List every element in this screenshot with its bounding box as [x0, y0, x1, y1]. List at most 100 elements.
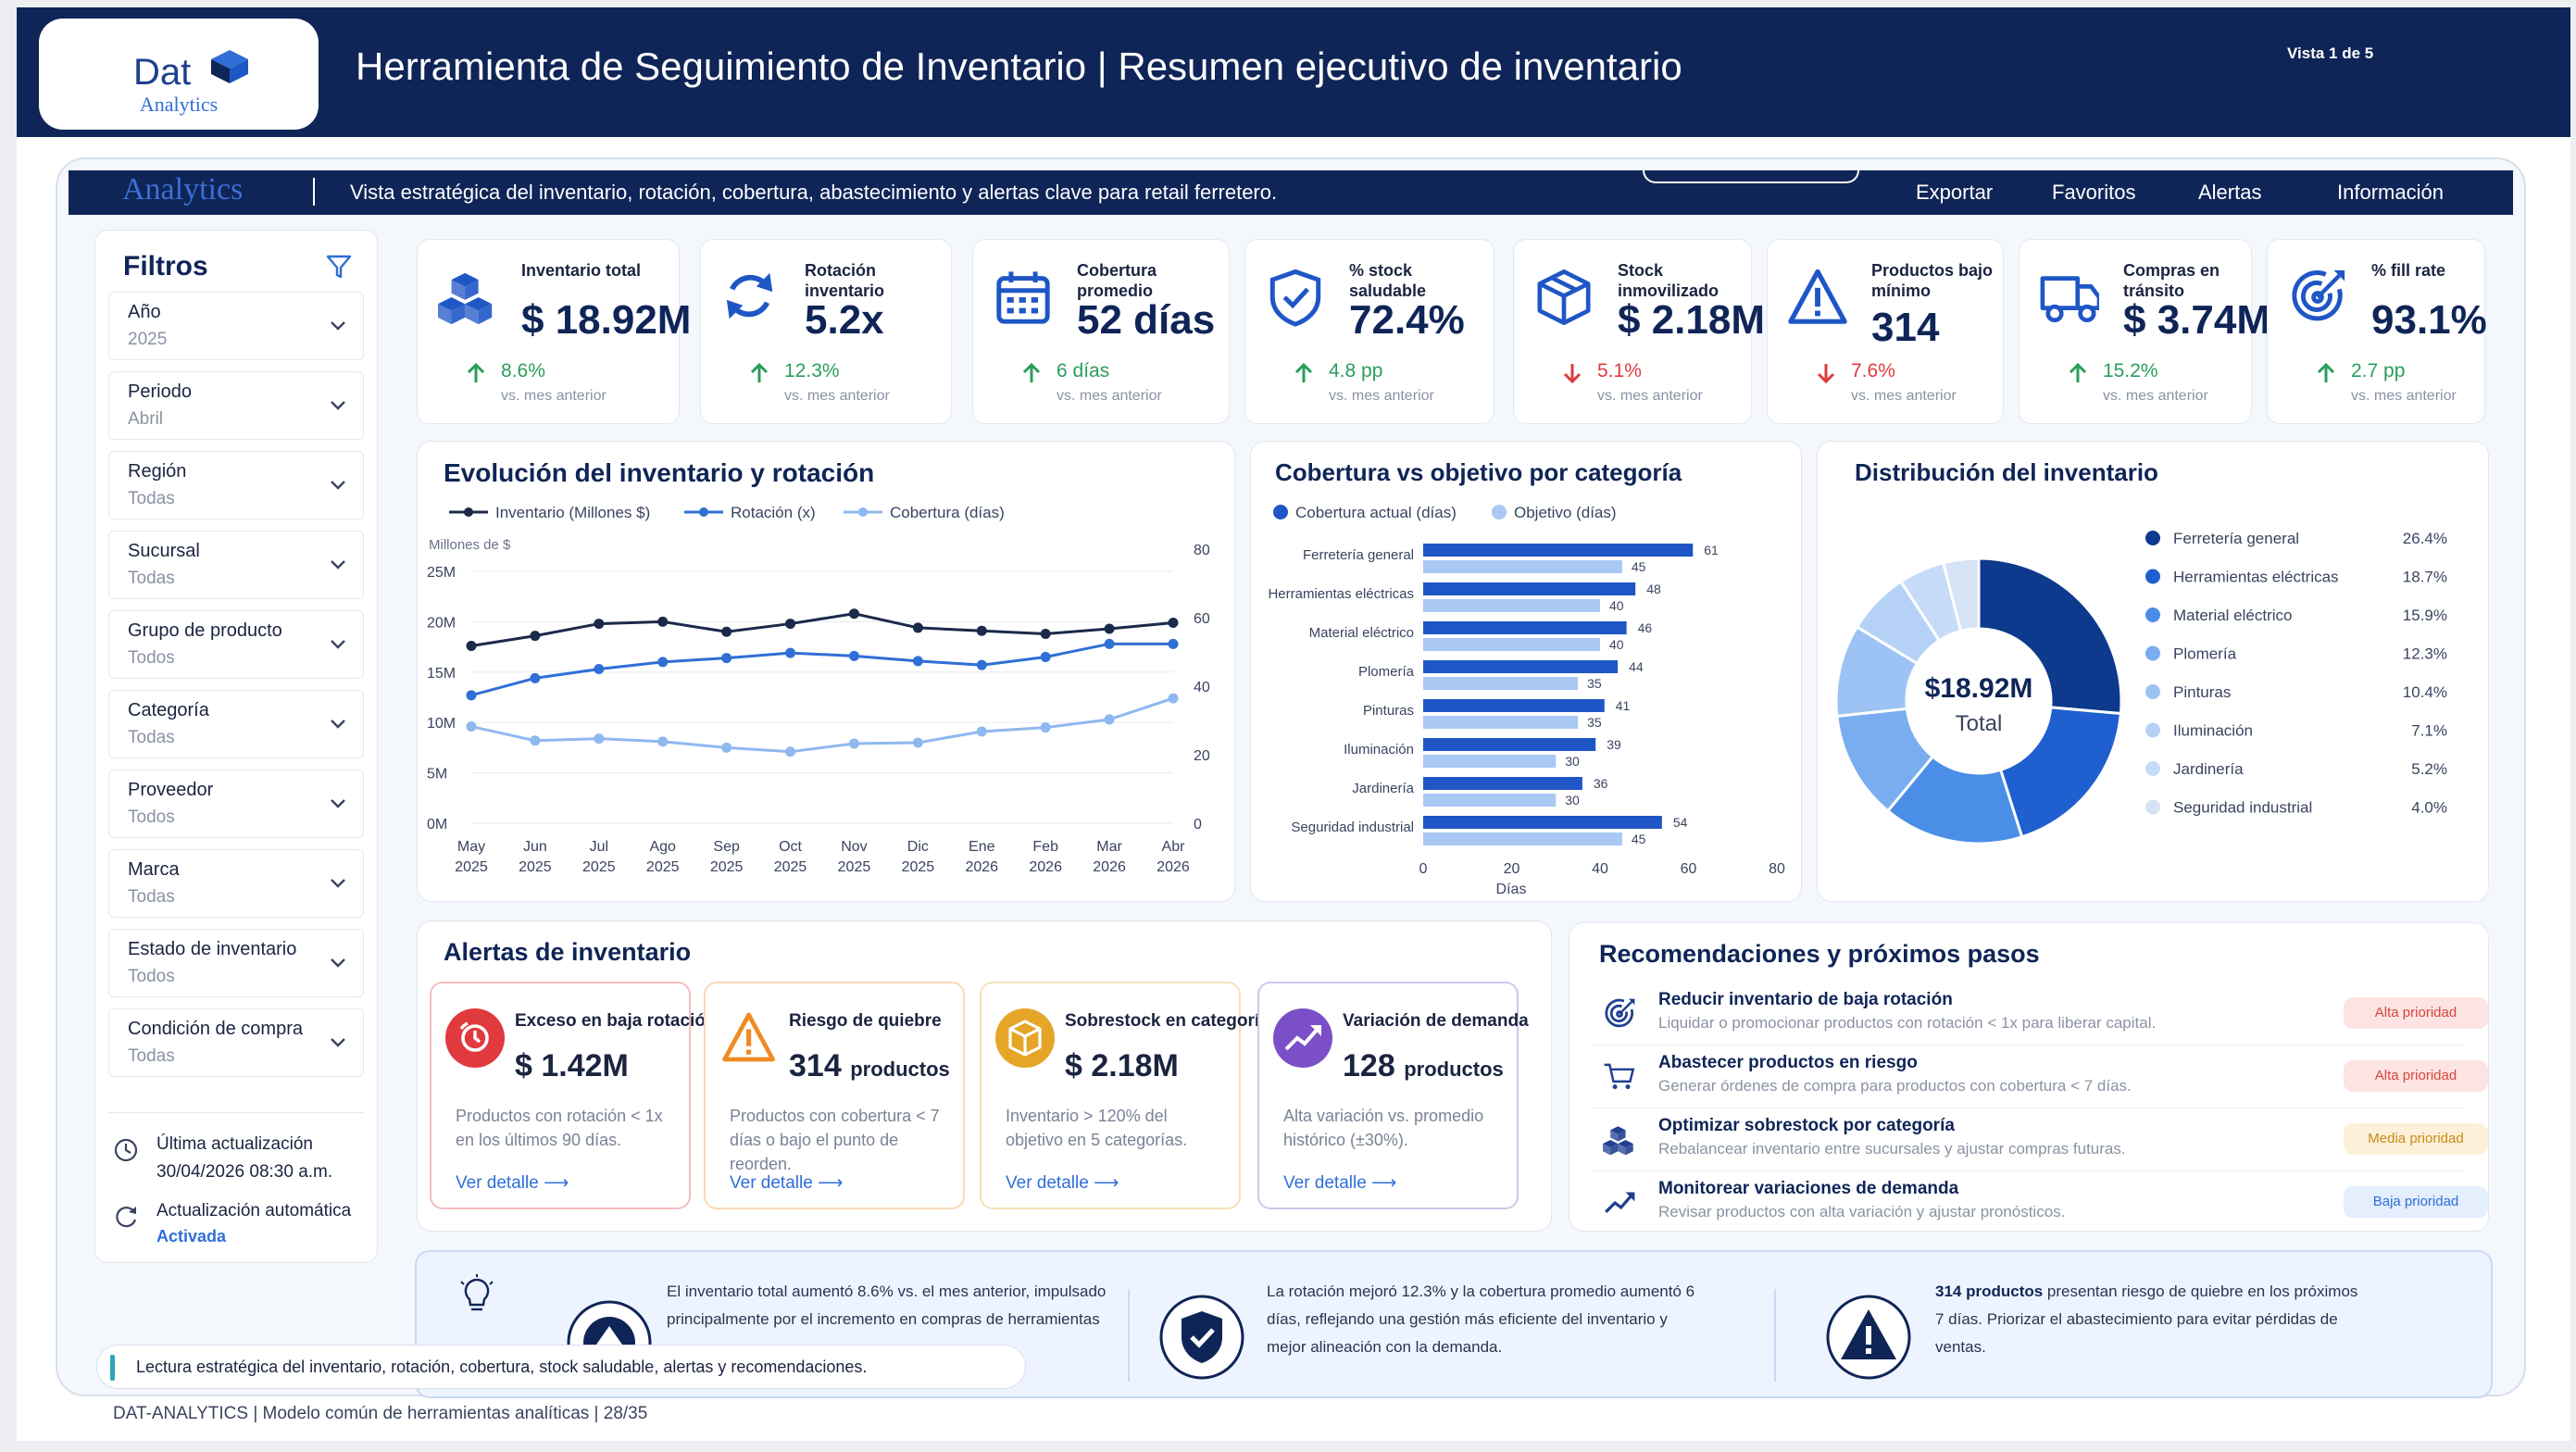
- alert-card[interactable]: Sobrestock en categoría $ 2.18M Inventario…: [980, 982, 1269, 1209]
- donut-slice[interactable]: [1998, 706, 2123, 839]
- alert-card[interactable]: Exceso en baja rotación $ 1.42M Productos …: [430, 982, 717, 1209]
- donut-legend-label: Iluminación: [2173, 722, 2253, 740]
- alert-detail-link[interactable]: Ver detalle ⟶: [1006, 1173, 1119, 1193]
- filter-icon[interactable]: [325, 253, 353, 281]
- series-point[interactable]: [657, 616, 669, 627]
- filter-select[interactable]: Condición de compra Todas: [108, 1008, 364, 1077]
- series-point[interactable]: [976, 659, 987, 670]
- series-point[interactable]: [1040, 628, 1051, 639]
- series-point[interactable]: [594, 733, 605, 745]
- bar-target[interactable]: [1423, 599, 1600, 612]
- nav-link-export[interactable]: Exportar: [1916, 181, 1994, 204]
- nav-link-favorites[interactable]: Favoritos: [2052, 181, 2136, 204]
- filter-select[interactable]: Sucursal Todas: [108, 531, 364, 599]
- bar-actual[interactable]: [1423, 777, 1582, 790]
- series-point[interactable]: [1104, 623, 1115, 634]
- alert-detail-link[interactable]: Ver detalle ⟶: [730, 1173, 844, 1193]
- series-point[interactable]: [1104, 638, 1115, 649]
- series-point[interactable]: [594, 619, 605, 630]
- series-point[interactable]: [466, 721, 477, 732]
- series-point[interactable]: [657, 657, 669, 668]
- series-point[interactable]: [1040, 722, 1051, 733]
- series-point[interactable]: [976, 726, 987, 737]
- bar-target[interactable]: [1423, 716, 1579, 729]
- series-point[interactable]: [785, 647, 796, 658]
- bar-target[interactable]: [1423, 794, 1557, 807]
- bar-target[interactable]: [1423, 560, 1622, 573]
- kpi-card[interactable]: % fill rate 93.1% 2.7 pp vs. mes anterior: [2267, 239, 2487, 424]
- kpi-card[interactable]: Compras en tránsito $ 3.74M 15.2% vs. mes a…: [2019, 239, 2270, 424]
- filter-select[interactable]: Grupo de producto Todos: [108, 610, 364, 679]
- series-point[interactable]: [848, 608, 859, 620]
- nav-link-alerts[interactable]: Alertas: [2198, 181, 2262, 204]
- kpi-card[interactable]: Cobertura promedio 52 días 6 días vs. mes a…: [972, 239, 1230, 424]
- series-point[interactable]: [912, 622, 923, 633]
- recommendation-row[interactable]: Reducir inventario de baja rotación Liqui…: [1592, 984, 2488, 1045]
- series-point[interactable]: [1104, 714, 1115, 725]
- auto-update-value[interactable]: Activada: [156, 1227, 227, 1245]
- bar-target[interactable]: [1423, 755, 1557, 768]
- series-point[interactable]: [657, 736, 669, 747]
- series-point[interactable]: [912, 737, 923, 748]
- series-point[interactable]: [721, 653, 732, 664]
- kpi-card[interactable]: Inventario total $ 18.92M 8.6% vs. mes ante…: [417, 239, 691, 424]
- alert-card[interactable]: Variación de demanda 128 productos Alta va…: [1257, 982, 1529, 1209]
- filter-select[interactable]: Categoría Todas: [108, 690, 364, 758]
- nav-link-info[interactable]: Información: [2337, 181, 2444, 204]
- bar-actual[interactable]: [1423, 544, 1694, 557]
- donut-legend-label: Jardinería: [2173, 760, 2244, 778]
- series-point[interactable]: [466, 641, 477, 652]
- series-point[interactable]: [848, 650, 859, 661]
- recommendation-row[interactable]: Abastecer productos en riesgo Generar órd…: [1592, 1047, 2488, 1108]
- alert-detail-link[interactable]: Ver detalle ⟶: [456, 1173, 569, 1193]
- series-point[interactable]: [1168, 693, 1179, 704]
- bar-target[interactable]: [1423, 677, 1579, 690]
- alert-description: Inventario > 120% del objetivo en 5 cate…: [1006, 1107, 1188, 1149]
- donut-slice[interactable]: [1977, 557, 2123, 716]
- series-point[interactable]: [912, 656, 923, 667]
- filter-select[interactable]: Año 2025: [108, 292, 364, 360]
- series-point[interactable]: [721, 742, 732, 753]
- series-point[interactable]: [466, 690, 477, 701]
- series-point[interactable]: [530, 672, 541, 683]
- kpi-card[interactable]: Productos bajo mínimo 314 7.6% vs. mes ante…: [1767, 239, 2004, 424]
- series-point[interactable]: [594, 664, 605, 675]
- bar-actual[interactable]: [1423, 699, 1605, 712]
- kpi-card[interactable]: % stock saludable 72.4% 4.8 pp vs. mes ante…: [1244, 239, 1494, 424]
- series-point[interactable]: [848, 738, 859, 749]
- donut-legend-swatch: [2145, 684, 2160, 699]
- filter-select[interactable]: Marca Todas: [108, 849, 364, 918]
- nav-search-pill[interactable]: [1643, 170, 1859, 183]
- bar-actual[interactable]: [1423, 660, 1619, 673]
- alert-detail-link[interactable]: Ver detalle ⟶: [1283, 1173, 1397, 1193]
- kpi-card[interactable]: Rotación inventario 5.2x 12.3% vs. mes ante…: [700, 239, 952, 424]
- bar-actual[interactable]: [1423, 582, 1636, 595]
- filter-label: Grupo de producto: [128, 620, 282, 641]
- series-point[interactable]: [976, 625, 987, 636]
- bar-actual[interactable]: [1423, 738, 1596, 751]
- refresh-icon[interactable]: [112, 1203, 140, 1231]
- bar-target[interactable]: [1423, 638, 1600, 651]
- filter-select[interactable]: Estado de inventario Todos: [108, 929, 364, 997]
- series-point[interactable]: [721, 626, 732, 637]
- filter-value: Todos: [128, 967, 175, 986]
- series-point[interactable]: [785, 746, 796, 757]
- series-point[interactable]: [1168, 638, 1179, 649]
- filter-select[interactable]: Periodo Abril: [108, 371, 364, 440]
- bar-actual[interactable]: [1423, 816, 1662, 829]
- filter-select[interactable]: Región Todas: [108, 451, 364, 519]
- bar-target[interactable]: [1423, 832, 1622, 845]
- bar-actual[interactable]: [1423, 621, 1627, 634]
- kpi-card[interactable]: Stock inmovilizado $ 2.18M 5.1% vs. mes ant…: [1513, 239, 1765, 424]
- recommendation-row[interactable]: Monitorear variaciones de demanda Revisar…: [1592, 1173, 2488, 1234]
- series-point[interactable]: [1040, 651, 1051, 662]
- recommendation-row[interactable]: Optimizar sobrestock por categoría Rebala…: [1592, 1110, 2488, 1171]
- alert-card[interactable]: Riesgo de quiebre 314 productos Productos …: [704, 982, 965, 1209]
- filter-value: Todas: [128, 569, 175, 588]
- filter-select[interactable]: Proveedor Todos: [108, 770, 364, 838]
- series-point[interactable]: [530, 735, 541, 746]
- donut-slice[interactable]: [1941, 557, 1981, 633]
- series-point[interactable]: [1168, 617, 1179, 628]
- series-point[interactable]: [530, 631, 541, 642]
- series-point[interactable]: [785, 619, 796, 630]
